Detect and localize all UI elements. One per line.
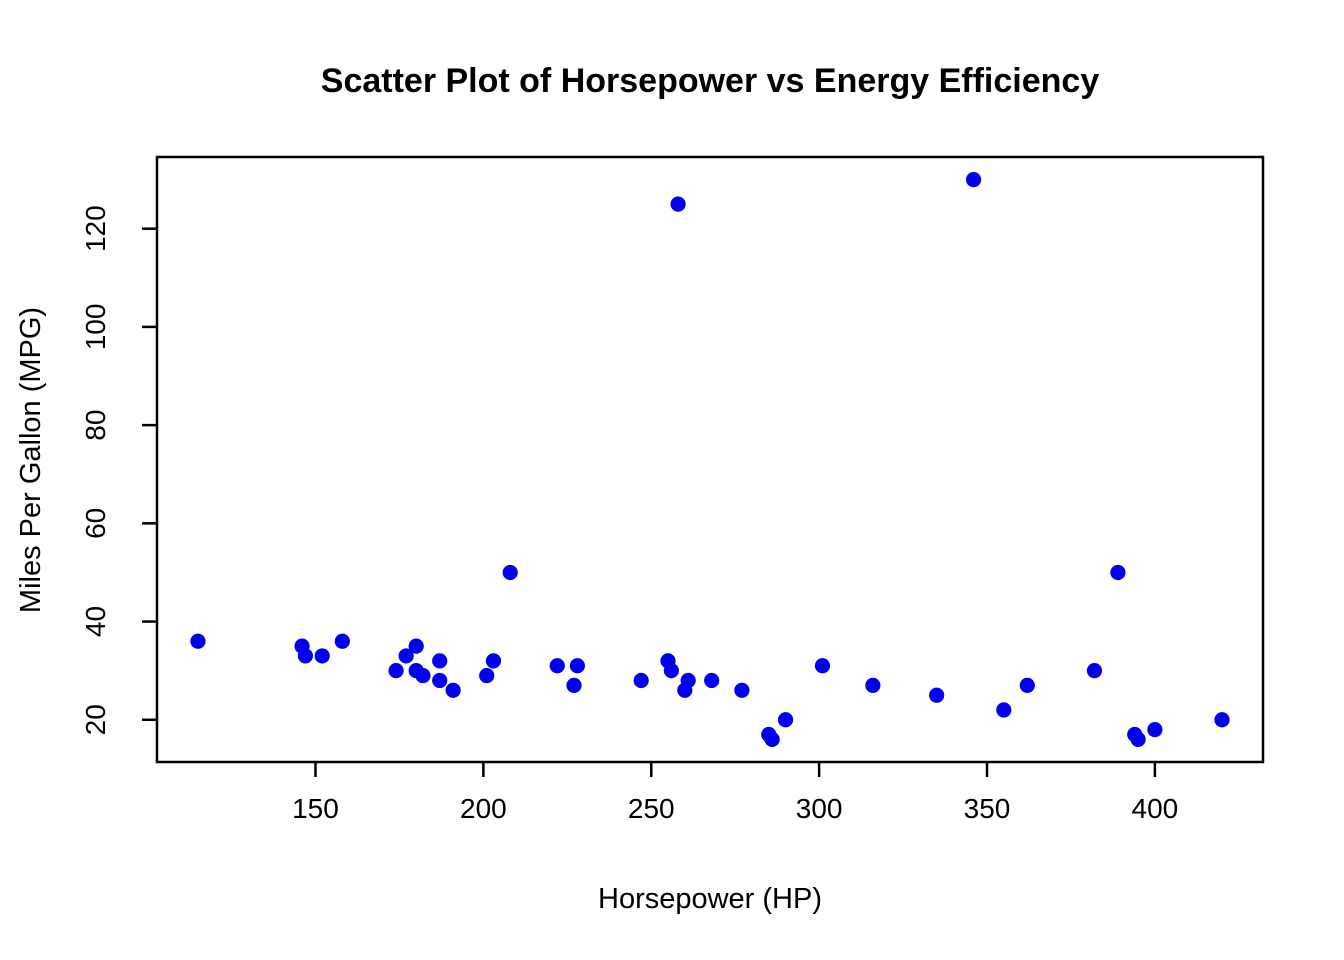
data-point: [398, 648, 414, 664]
y-tick-label: 100: [80, 304, 111, 351]
data-point: [1019, 677, 1035, 693]
data-point: [445, 682, 461, 698]
data-point: [704, 672, 720, 689]
y-axis-label: Miles Per Gallon (MPG): [15, 307, 47, 613]
data-point: [569, 658, 585, 674]
data-point: [415, 667, 431, 684]
data-point: [734, 682, 750, 698]
data-point: [929, 687, 945, 703]
chart-title: Scatter Plot of Horsepower vs Energy Eff…: [321, 62, 1100, 100]
data-point: [485, 653, 502, 669]
y-tick-label: 60: [80, 508, 111, 539]
plot-box: [155, 155, 1265, 764]
x-axis-label: Horsepower (HP): [598, 883, 822, 915]
x-tick-label: 350: [964, 793, 1011, 824]
data-point: [670, 196, 686, 212]
data-point: [777, 712, 794, 728]
data-point: [865, 677, 881, 693]
data-point: [764, 731, 780, 748]
y-tick-label: 40: [80, 606, 111, 637]
data-point: [479, 667, 495, 684]
data-point: [297, 648, 314, 664]
data-point: [680, 672, 696, 689]
x-tick-label: 200: [460, 793, 507, 824]
data-point: [633, 672, 649, 689]
data-point: [996, 702, 1012, 718]
data-point: [502, 564, 518, 581]
x-tick-label: 150: [292, 793, 339, 824]
data-point: [549, 658, 565, 674]
data-point: [1130, 731, 1146, 748]
data-point: [1110, 564, 1126, 581]
data-point: [408, 638, 424, 654]
data-point: [432, 672, 448, 689]
data-point: [965, 171, 982, 188]
plot-generated-content: 150 200 250 300 350 400 20 40 60 80 100 120: [80, 155, 1265, 824]
data-point: [314, 648, 330, 664]
data-point: [1147, 721, 1163, 738]
data-point: [1214, 712, 1230, 728]
data-point: [814, 658, 831, 674]
x-tick-label: 300: [796, 793, 843, 824]
y-tick-label: 80: [80, 410, 111, 441]
data-point: [1086, 663, 1103, 679]
x-tick-label: 250: [628, 793, 675, 824]
x-tick-label: 400: [1132, 793, 1179, 824]
data-point: [388, 663, 404, 679]
data-point: [566, 677, 582, 693]
y-tick-label: 20: [80, 704, 111, 735]
data-point: [663, 663, 679, 679]
y-tick-label: 120: [80, 205, 111, 252]
data-point: [432, 653, 448, 669]
data-point: [334, 633, 350, 649]
data-point: [190, 633, 206, 649]
